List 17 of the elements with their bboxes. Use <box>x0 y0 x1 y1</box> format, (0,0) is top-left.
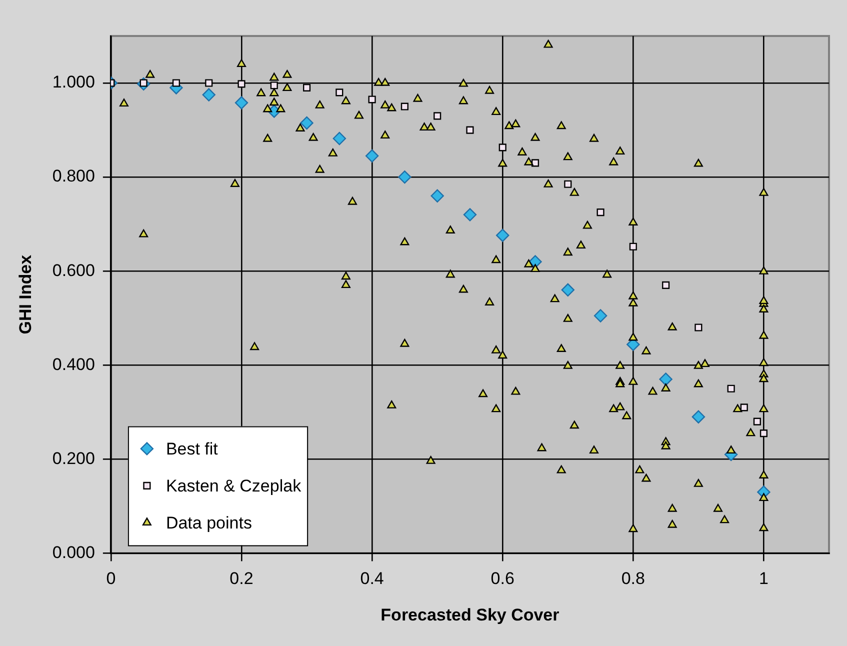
x-tick-label: 0.6 <box>490 569 514 588</box>
legend-label: Best fit <box>166 439 218 458</box>
x-axis-title: Forecasted Sky Cover <box>380 605 560 624</box>
x-tick-label: 0.2 <box>230 569 254 588</box>
y-tick-label: 1.000 <box>52 72 95 92</box>
legend-label: Data points <box>166 513 252 532</box>
y-tick-label: 0.600 <box>52 260 95 280</box>
legend-label: Kasten & Czeplak <box>166 476 302 496</box>
x-tick-label: 0.8 <box>621 569 645 588</box>
y-tick-label: 0.000 <box>52 542 95 562</box>
x-tick-label: 0.4 <box>360 569 384 588</box>
x-tick-label: 1 <box>758 569 768 588</box>
x-tick-label: 0 <box>106 569 116 588</box>
y-tick-label: 0.200 <box>52 448 95 468</box>
y-tick-label: 0.400 <box>52 354 95 374</box>
y-axis-title: GHI Index <box>16 254 35 334</box>
y-tick-label: 0.800 <box>52 166 95 186</box>
